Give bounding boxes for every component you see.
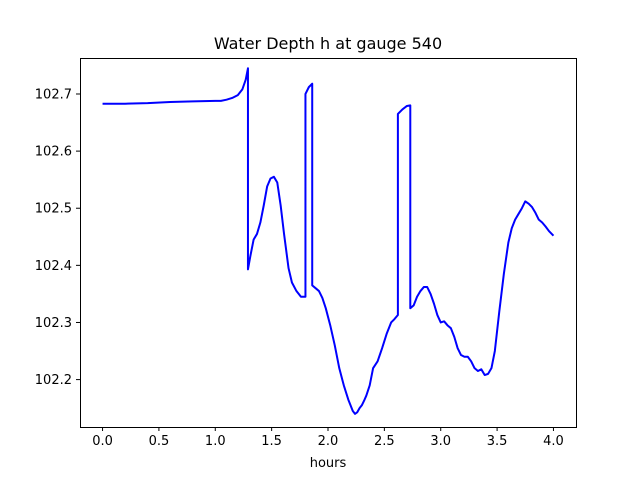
y-axis: 102.2 102.3 102.4 102.5 102.6 102.7 <box>35 87 80 388</box>
y-tick-label: 102.4 <box>35 259 72 274</box>
x-tick-label: 2.5 <box>374 434 395 449</box>
x-tick-label: 0.5 <box>149 434 170 449</box>
chart-title: Water Depth h at gauge 540 <box>214 34 442 53</box>
y-tick-label: 102.2 <box>35 373 72 388</box>
x-axis: 0.0 0.5 1.0 1.5 2.0 2.5 3.0 3.5 4.0 <box>92 427 564 449</box>
y-tick-label: 102.3 <box>35 316 72 331</box>
x-tick-label: 0.0 <box>92 434 113 449</box>
y-tick-label: 102.6 <box>35 145 72 160</box>
x-tick-label: 2.0 <box>318 434 339 449</box>
plot-frame <box>80 58 577 428</box>
y-tick-label: 102.7 <box>35 87 72 102</box>
x-tick-label: 1.0 <box>205 434 226 449</box>
y-tick-label: 102.5 <box>35 202 72 217</box>
x-tick-label: 1.5 <box>261 434 282 449</box>
series-line <box>102 67 555 415</box>
x-tick-label: 3.0 <box>430 434 451 449</box>
x-axis-label: hours <box>310 456 347 471</box>
x-tick-label: 3.5 <box>487 434 508 449</box>
x-tick-label: 4.0 <box>543 434 564 449</box>
